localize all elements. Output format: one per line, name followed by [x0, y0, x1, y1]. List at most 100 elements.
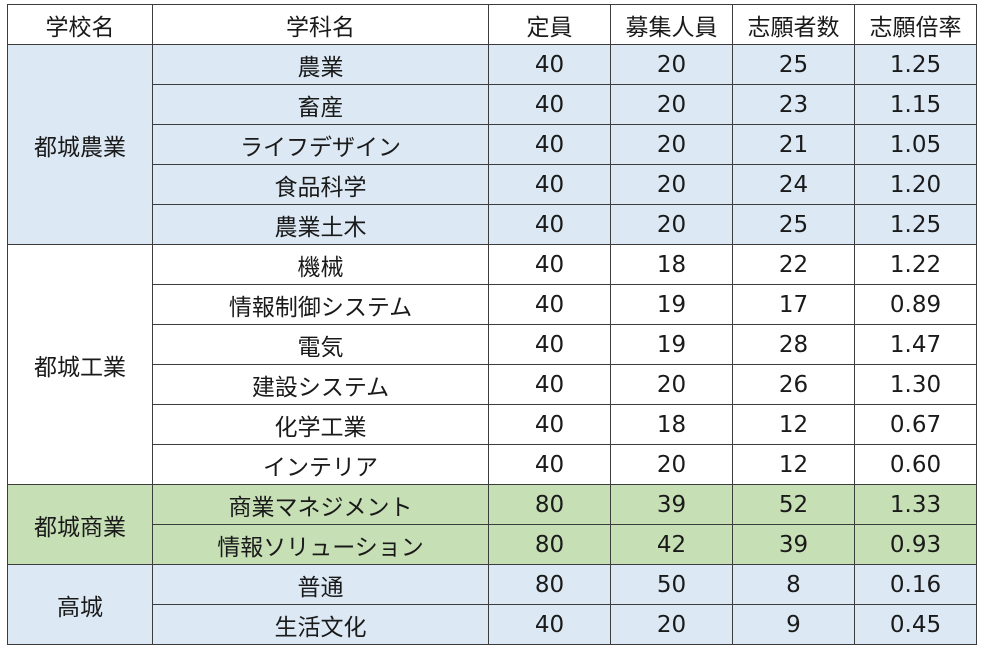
- department-cell: 農業土木: [152, 204, 489, 245]
- header-capacity: 定員: [488, 4, 611, 45]
- table-row: 食品科学 40 20 24 1.20: [7, 164, 977, 205]
- ratio-cell: 0.93: [854, 524, 977, 565]
- capacity-cell: 40: [488, 84, 611, 125]
- table-row: 都城農業 農業 40 20 25 1.25: [7, 44, 977, 245]
- recruit-cell: 19: [610, 284, 733, 325]
- recruit-cell: 50: [610, 564, 733, 605]
- department-cell: 化学工業: [152, 404, 489, 445]
- table-row: インテリア 40 20 12 0.60: [7, 444, 977, 485]
- applicants-cell: 8: [732, 564, 855, 605]
- department-cell: 畜産: [152, 84, 489, 125]
- ratio-cell: 1.33: [854, 484, 977, 525]
- recruit-cell: 20: [610, 44, 733, 85]
- capacity-cell: 40: [488, 164, 611, 205]
- department-cell: 商業マネジメント: [152, 484, 489, 525]
- table-row: 都城商業 商業マネジメント 80 39 52 1.33: [7, 484, 977, 565]
- ratio-cell: 1.20: [854, 164, 977, 205]
- capacity-cell: 40: [488, 444, 611, 485]
- school-name-cell: 都城工業: [7, 244, 153, 485]
- applicants-cell: 12: [732, 404, 855, 445]
- applicants-cell: 28: [732, 324, 855, 365]
- recruit-cell: 20: [610, 124, 733, 165]
- table-row: 情報ソリューション 80 42 39 0.93: [7, 524, 977, 565]
- header-ratio: 志願倍率: [854, 4, 977, 45]
- recruit-cell: 20: [610, 444, 733, 485]
- school-name-cell: 高城: [7, 564, 153, 645]
- capacity-cell: 40: [488, 204, 611, 245]
- recruit-cell: 39: [610, 484, 733, 525]
- capacity-cell: 80: [488, 524, 611, 565]
- recruit-cell: 20: [610, 604, 733, 645]
- applicants-cell: 52: [732, 484, 855, 525]
- applicants-cell: 26: [732, 364, 855, 405]
- capacity-cell: 40: [488, 404, 611, 445]
- ratio-cell: 0.67: [854, 404, 977, 445]
- capacity-cell: 40: [488, 44, 611, 85]
- header-row: 学校名 学科名 定員 募集人員 志願者数 志願倍率: [7, 4, 977, 45]
- department-cell: 食品科学: [152, 164, 489, 205]
- applicants-cell: 25: [732, 44, 855, 85]
- applicants-cell: 25: [732, 204, 855, 245]
- capacity-cell: 80: [488, 564, 611, 605]
- enrollment-table: 学校名 学科名 定員 募集人員 志願者数 志願倍率 都城農業 農業 40 20 25 1.…: [7, 4, 977, 645]
- ratio-cell: 1.15: [854, 84, 977, 125]
- applicants-cell: 39: [732, 524, 855, 565]
- header-recruit: 募集人員: [610, 4, 733, 45]
- table-row: 畜産 40 20 23 1.15: [7, 84, 977, 125]
- ratio-cell: 1.30: [854, 364, 977, 405]
- department-cell: 生活文化: [152, 604, 489, 645]
- ratio-cell: 0.89: [854, 284, 977, 325]
- capacity-cell: 40: [488, 284, 611, 325]
- table-row: 建設システム 40 20 26 1.30: [7, 364, 977, 405]
- department-cell: 普通: [152, 564, 489, 605]
- department-cell: 電気: [152, 324, 489, 365]
- department-cell: インテリア: [152, 444, 489, 485]
- department-cell: 情報制御システム: [152, 284, 489, 325]
- table-header: 学校名 学科名 定員 募集人員 志願者数 志願倍率: [7, 4, 977, 45]
- ratio-cell: 1.47: [854, 324, 977, 365]
- applicants-cell: 9: [732, 604, 855, 645]
- capacity-cell: 40: [488, 364, 611, 405]
- recruit-cell: 42: [610, 524, 733, 565]
- applicants-cell: 24: [732, 164, 855, 205]
- header-school: 学校名: [7, 4, 153, 45]
- capacity-cell: 40: [488, 604, 611, 645]
- department-cell: ライフデザイン: [152, 124, 489, 165]
- recruit-cell: 20: [610, 164, 733, 205]
- recruit-cell: 19: [610, 324, 733, 365]
- table-row: 高城 普通 80 50 8 0.16: [7, 564, 977, 645]
- capacity-cell: 80: [488, 484, 611, 525]
- capacity-cell: 40: [488, 124, 611, 165]
- school-name-cell: 都城農業: [7, 44, 153, 245]
- department-cell: 情報ソリューション: [152, 524, 489, 565]
- ratio-cell: 1.05: [854, 124, 977, 165]
- department-cell: 建設システム: [152, 364, 489, 405]
- recruit-cell: 20: [610, 204, 733, 245]
- applicants-cell: 23: [732, 84, 855, 125]
- applicants-cell: 21: [732, 124, 855, 165]
- header-applicants: 志願者数: [732, 4, 855, 45]
- table-row: 農業土木 40 20 25 1.25: [7, 204, 977, 245]
- ratio-cell: 0.16: [854, 564, 977, 605]
- applicants-cell: 17: [732, 284, 855, 325]
- recruit-cell: 18: [610, 404, 733, 445]
- table-row: 都城工業 機械 40 18 22 1.22: [7, 244, 977, 485]
- applicants-cell: 12: [732, 444, 855, 485]
- table-row: 情報制御システム 40 19 17 0.89: [7, 284, 977, 325]
- table-row: ライフデザイン 40 20 21 1.05: [7, 124, 977, 165]
- applicants-cell: 22: [732, 244, 855, 285]
- table-row: 生活文化 40 20 9 0.45: [7, 604, 977, 645]
- table-row: 電気 40 19 28 1.47: [7, 324, 977, 365]
- ratio-cell: 0.60: [854, 444, 977, 485]
- recruit-cell: 20: [610, 84, 733, 125]
- capacity-cell: 40: [488, 324, 611, 365]
- capacity-cell: 40: [488, 244, 611, 285]
- header-department: 学科名: [152, 4, 489, 45]
- table-row: 化学工業 40 18 12 0.67: [7, 404, 977, 445]
- department-cell: 農業: [152, 44, 489, 85]
- ratio-cell: 1.25: [854, 204, 977, 245]
- recruit-cell: 20: [610, 364, 733, 405]
- school-name-cell: 都城商業: [7, 484, 153, 565]
- ratio-cell: 1.22: [854, 244, 977, 285]
- department-cell: 機械: [152, 244, 489, 285]
